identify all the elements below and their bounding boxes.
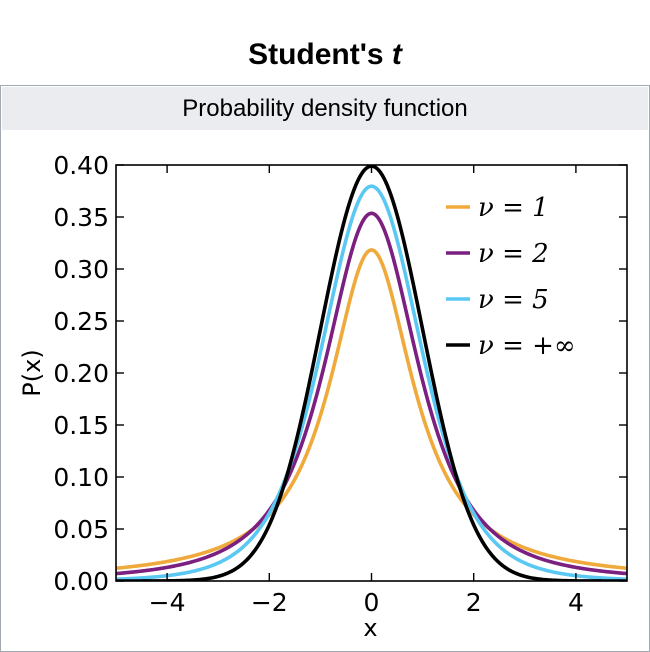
y-tick-label: 0.30 [53, 255, 109, 284]
series-line-3 [116, 165, 627, 581]
y-tick-label: 0.40 [53, 151, 109, 180]
y-tick-label: 0.00 [53, 567, 109, 596]
x-tick-label: −2 [251, 588, 288, 617]
y-tick-label: 0.15 [53, 411, 109, 440]
infobox-title: Student's t [0, 30, 650, 80]
pdf-chart: −4 −2 0 2 4 0.00 0.05 0.10 0.15 0.20 0.25 0.30 0.35 0… [18, 151, 628, 642]
x-tick-label: 4 [568, 588, 584, 617]
y-tick-label: 0.35 [53, 203, 109, 232]
x-tick-label: 2 [466, 588, 482, 617]
series-line-0 [116, 248, 627, 571]
legend-label-3: ν = +∞ [478, 331, 576, 361]
legend-label-1: ν = 2 [478, 239, 549, 269]
infobox-title-italic: t [391, 38, 402, 71]
series-line-2 [116, 184, 627, 581]
infobox-title-main: Student's [248, 38, 392, 71]
legend: ν = 1 ν = 2 ν = 5 ν = +∞ [446, 193, 576, 361]
y-tick-label: 0.05 [53, 515, 109, 544]
plot-frame [115, 164, 628, 582]
x-tick-label: 0 [364, 588, 380, 617]
y-axis-label: P(x) [18, 349, 46, 396]
infobox-frame: Probability density function [0, 85, 650, 652]
legend-label-2: ν = 5 [478, 285, 549, 315]
x-tick-label: −4 [149, 588, 186, 617]
y-tick-label: 0.10 [53, 463, 109, 492]
y-tick-label: 0.25 [53, 307, 109, 336]
curves-group [116, 165, 627, 581]
y-tick-label: 0.20 [53, 359, 109, 388]
series-line-1 [116, 211, 627, 576]
infobox-header: Probability density function [2, 87, 648, 130]
x-axis-label: x [363, 614, 377, 642]
legend-label-0: ν = 1 [478, 193, 549, 223]
